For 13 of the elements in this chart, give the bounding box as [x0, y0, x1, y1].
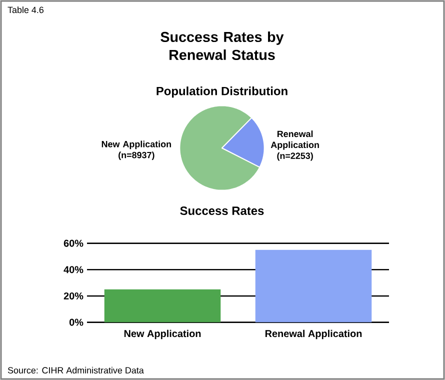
caption: Table 4.6 [8, 6, 44, 14]
slice-label: Renewal Application (n=2253) [270, 130, 319, 161]
y-tick-label: 60% [64, 240, 84, 247]
y-tick-label: 0% [69, 318, 84, 326]
chart-title: Success Rates [180, 206, 264, 215]
source-note: Source: CIHR Administrative Data [8, 366, 144, 374]
slice-label: New Application (n=8937) [102, 140, 171, 160]
y-tick-label: 40% [64, 266, 84, 274]
x-tick-label: New Application [124, 330, 201, 340]
chart-subtitle: Population Distribution [156, 86, 288, 98]
x-tick-label: Renewal Application [265, 330, 362, 340]
y-tick-label: 20% [64, 292, 84, 300]
chart-title: Success Rates by Renewal Status [160, 32, 284, 60]
